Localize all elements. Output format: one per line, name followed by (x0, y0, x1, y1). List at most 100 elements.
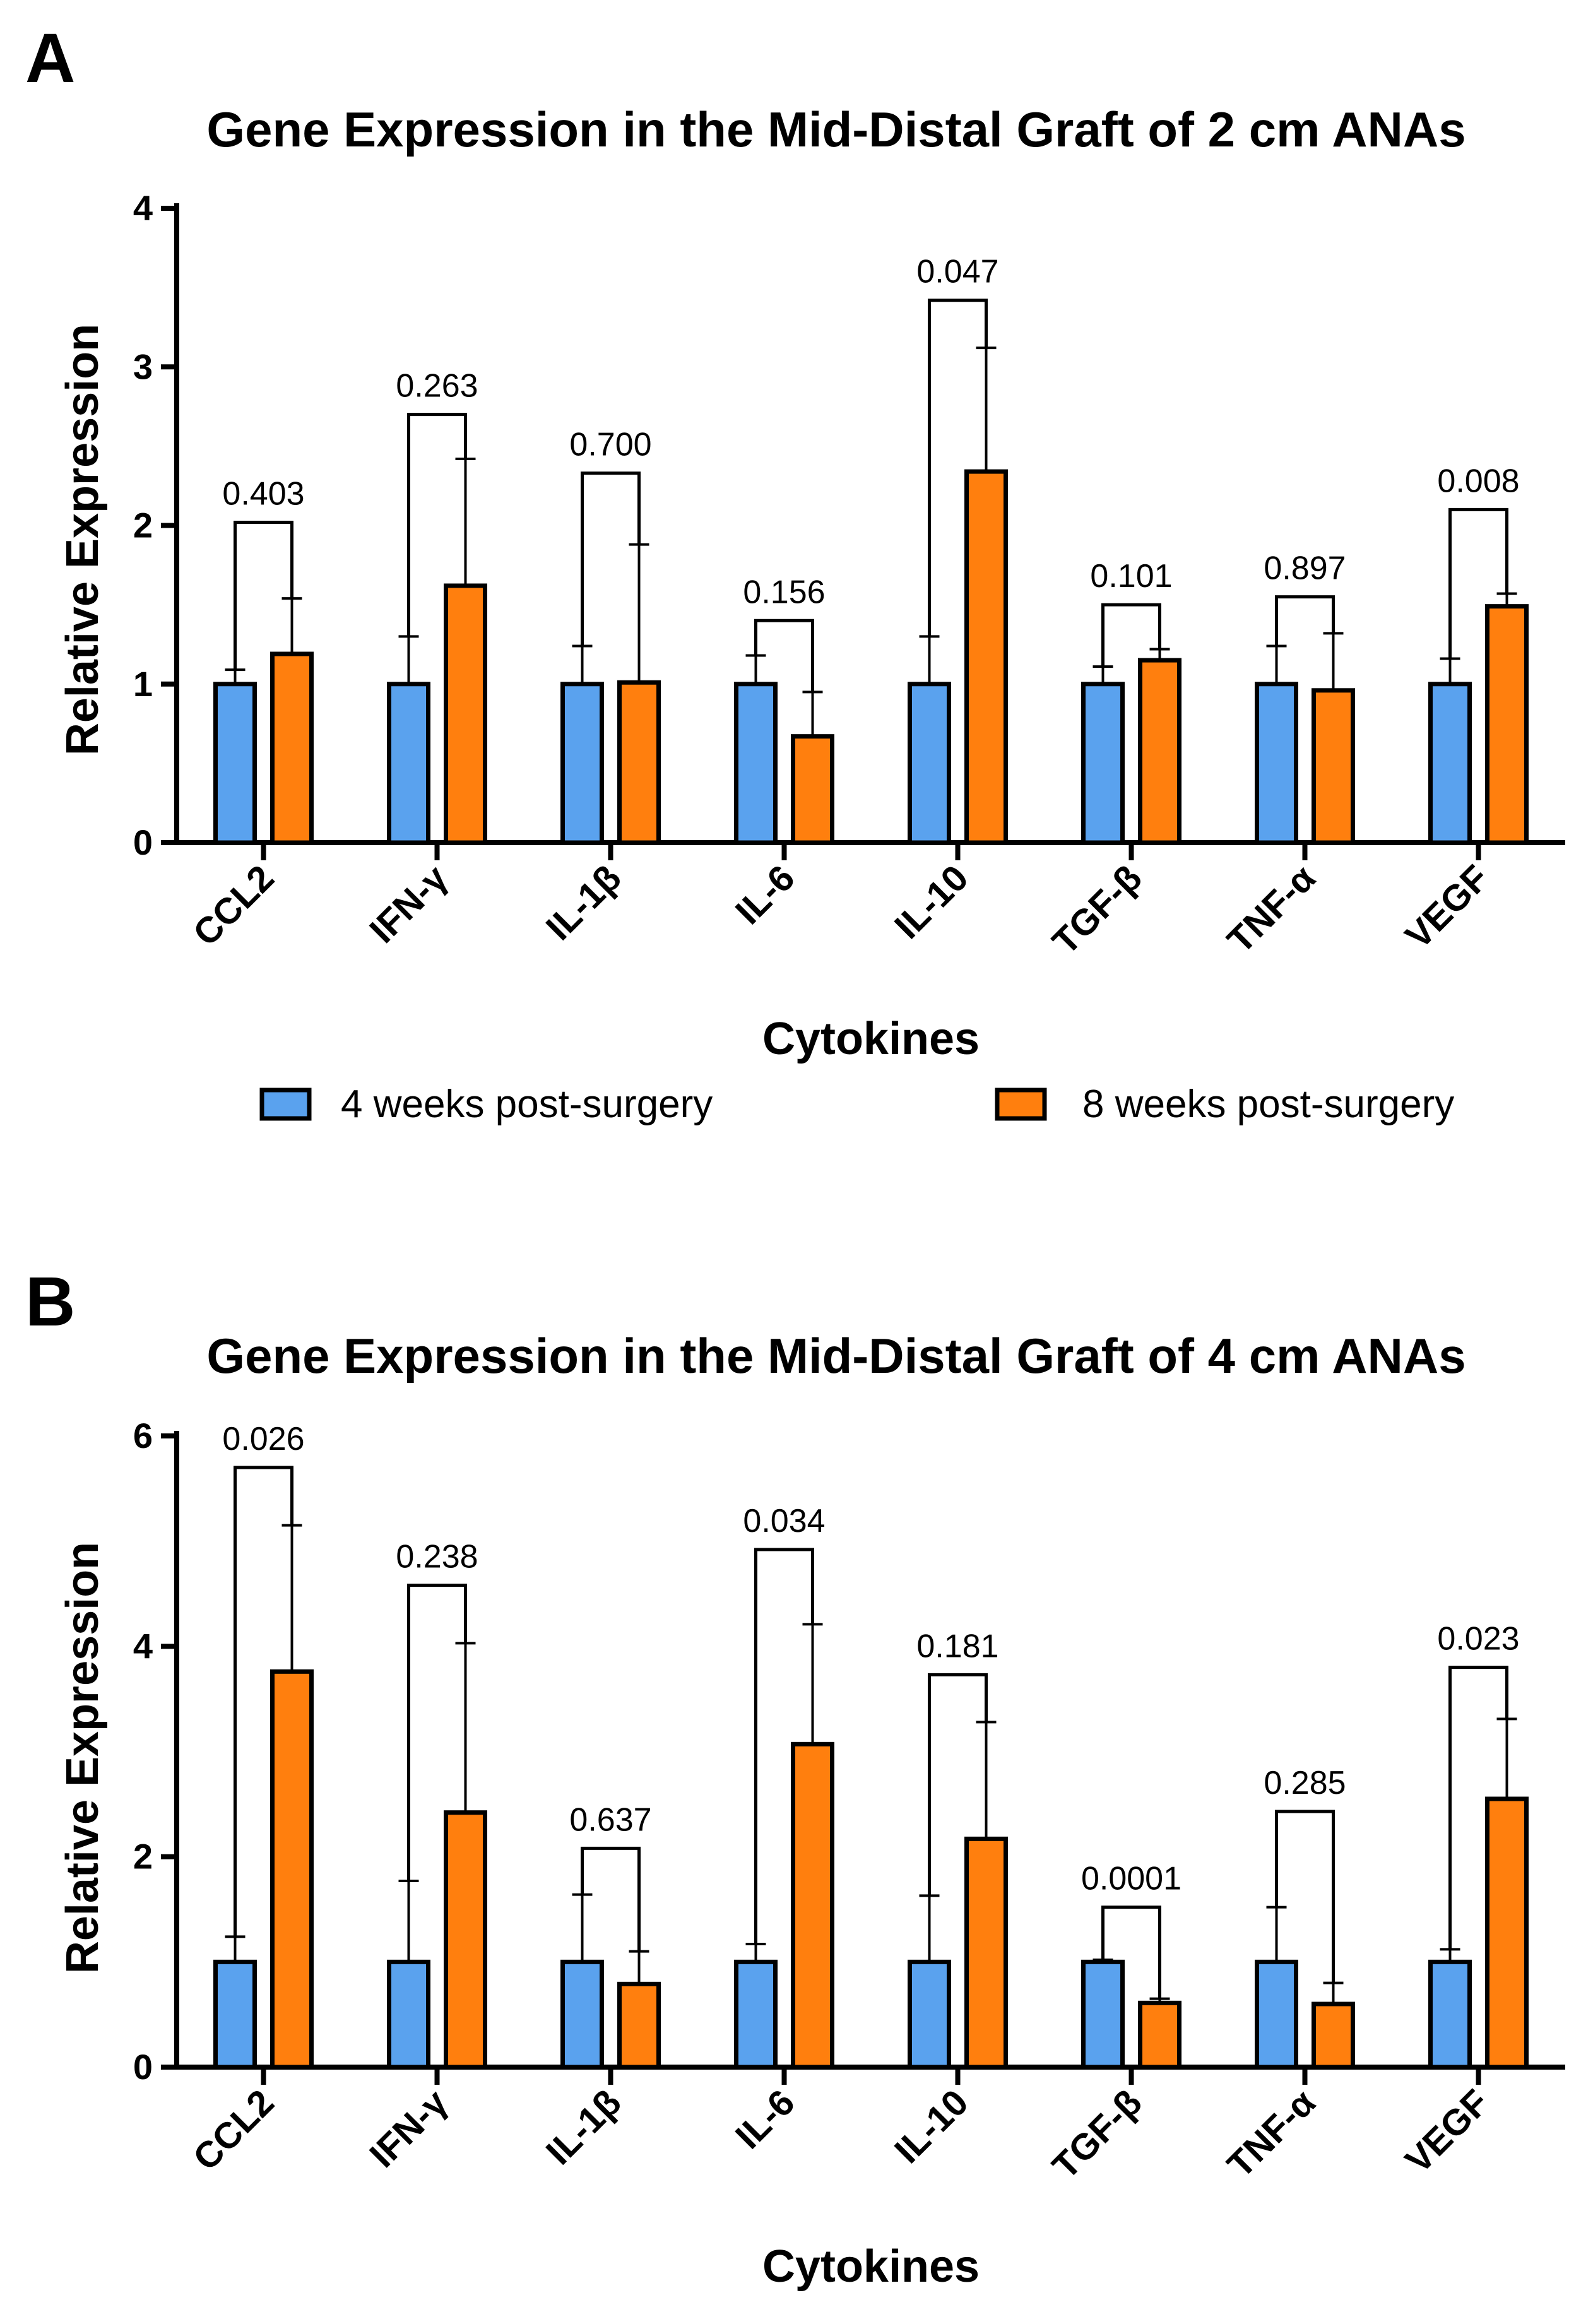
panel-a-bracket-vegf (1448, 507, 1508, 659)
panel-a-bar-8wk-vegf (1485, 604, 1529, 845)
panel-a-bar-8wk-ccl2 (270, 651, 314, 845)
legend: 4 weeks post-surgery 8 weeks post-surger… (259, 1082, 1454, 1126)
panel-a-y-tick-label: 3 (133, 347, 153, 386)
panel-a-y-tick-label: 0 (133, 822, 153, 862)
panel-a-x-tick-label-il-6: IL-6 (728, 857, 803, 932)
panel-b-p-value-vegf: 0.023 (1437, 1621, 1519, 1657)
panel-b-x-tick-label-il-6: IL-6 (728, 2082, 803, 2157)
panel-a-y-tick-label: 1 (133, 664, 153, 704)
panel-a-bracket-il-10 (928, 299, 988, 637)
panel-a-x-tick-label-tgf-beta: TGF-β (1045, 857, 1150, 963)
panel-b-bar-4wk-il-6 (734, 1959, 778, 2070)
panel-b-x-tick-label-ifn-gamma: IFN-γ (362, 2082, 456, 2176)
panel-a-x-axis-label: Cytokines (762, 1014, 980, 1064)
panel-a-x-tick-label-il-1beta: IL-1β (538, 857, 629, 948)
panel-b-bar-4wk-tnf-alpha (1255, 1959, 1298, 2070)
panel-b-y-tick-label: 6 (133, 1416, 153, 1455)
panel-a-bar-8wk-tnf-alpha (1312, 688, 1355, 845)
panel-a-p-value-ifn-gamma: 0.263 (396, 368, 478, 405)
panel-a-bracket-tnf-alpha (1275, 595, 1335, 646)
panel-b-x-tick-label-tgf-beta: TGF-β (1045, 2082, 1150, 2187)
panel-a-bracket-tgf-beta (1101, 603, 1161, 667)
panel-b-p-value-il-10: 0.181 (916, 1628, 998, 1664)
panel-b-bracket-ccl2 (234, 1466, 293, 1937)
panel-b-bar-4wk-tgf-beta (1081, 1959, 1125, 2070)
panel-a-letter: A (25, 20, 75, 97)
panel-a-bar-4wk-vegf (1428, 682, 1472, 845)
panel-b-bar-8wk-il-1beta (617, 1981, 661, 2070)
panel-b-x-tick-label-ccl2: CCL2 (186, 2082, 282, 2178)
panel-a-p-value-il-1beta: 0.700 (569, 427, 651, 463)
panel-a-p-value-tgf-beta: 0.101 (1090, 558, 1172, 595)
panel-a-bar-4wk-ccl2 (213, 682, 257, 845)
panel-b-bar-8wk-ifn-gamma (444, 1810, 487, 2070)
panel-b-bracket-ifn-gamma (407, 1584, 467, 1881)
panel-a-y-tick-label: 2 (133, 506, 153, 545)
panel-b-bracket-tgf-beta (1101, 1906, 1161, 1999)
panel-b-bar-4wk-il-10 (908, 1959, 951, 2070)
panel-b-x-axis-label: Cytokines (762, 2241, 980, 2292)
panel-b-bar-8wk-il-10 (964, 1836, 1008, 2070)
panel-a-p-value-tnf-alpha: 0.897 (1264, 550, 1346, 587)
panel-b-x-tick-label-tnf-alpha: TNF-α (1219, 2082, 1324, 2186)
panel-a-bar-8wk-il-10 (964, 469, 1008, 845)
panel-a-x-tick-label-il-10: IL-10 (887, 857, 976, 947)
panel-b-x-tick-label-vegf: VEGF (1397, 2082, 1497, 2181)
panel-b-title: Gene Expression in the Mid-Distal Graft … (206, 1328, 1466, 1384)
panel-b-bar-4wk-vegf (1428, 1959, 1472, 2070)
panel-a-x-tick-label-tnf-alpha: TNF-α (1219, 857, 1324, 961)
panel-a-bar-8wk-il-6 (791, 734, 834, 845)
panel-a-title: Gene Expression in the Mid-Distal Graft … (206, 102, 1466, 157)
panel-a-bracket-ifn-gamma (407, 413, 467, 637)
panel-a-x-tick-label-vegf: VEGF (1397, 857, 1497, 957)
panel-a-bar-4wk-il-1beta (560, 682, 604, 845)
panel-b-chart: 0 2 4 6 CCL2 0.026 IFN-γ 0.238 IL-1β 0.637 IL-6 0.0… (133, 1416, 1565, 2187)
panel-a-p-value-ccl2: 0.403 (222, 475, 304, 512)
legend-label-8-weeks: 8 weeks post-surgery (1082, 1082, 1454, 1126)
panel-a-bracket-ccl2 (234, 520, 293, 670)
panel-b-bar-8wk-ccl2 (270, 1669, 314, 2070)
panel-b-bar-8wk-il-6 (791, 1741, 834, 2070)
panel-a-p-value-vegf: 0.008 (1437, 463, 1519, 499)
panel-b-x-tick-label-il-1beta: IL-1β (538, 2082, 629, 2173)
panel-b-bar-8wk-tgf-beta (1138, 2000, 1181, 2070)
panel-b-y-tick-label: 2 (133, 1837, 153, 1876)
panel-b-bracket-tnf-alpha (1275, 1810, 1335, 1983)
panel-a-bracket-il-1beta (581, 471, 641, 646)
panel-b-bar-4wk-ifn-gamma (387, 1959, 430, 2070)
panel-b-y-tick-label: 0 (133, 2047, 153, 2087)
panel-a-y-axis-label: Relative Expression (57, 324, 108, 756)
panel-a-bar-8wk-il-1beta (617, 680, 661, 845)
legend-label-4-weeks: 4 weeks post-surgery (341, 1082, 713, 1126)
panel-b-p-value-ifn-gamma: 0.238 (396, 1539, 478, 1575)
panel-b-x-tick-label-il-10: IL-10 (887, 2082, 976, 2171)
legend-swatch-8-weeks (995, 1088, 1047, 1121)
panel-a-bar-8wk-ifn-gamma (444, 583, 487, 845)
panel-a-bar-4wk-tgf-beta (1081, 682, 1125, 845)
panel-b-bar-8wk-vegf (1485, 1796, 1529, 2070)
panel-a-bar-4wk-il-10 (908, 682, 951, 845)
panel-b-bracket-il-6 (754, 1548, 814, 1944)
panel-b-p-value-il-1beta: 0.637 (569, 1801, 651, 1838)
panel-b-bar-4wk-il-1beta (560, 1959, 604, 2070)
panel-a-x-tick-label-ccl2: CCL2 (186, 857, 282, 954)
panel-b-letter: B (25, 1263, 75, 1341)
panel-b-bracket-il-10 (928, 1673, 988, 1896)
panel-b-bracket-il-1beta (581, 1846, 641, 1952)
legend-swatch-4-weeks (259, 1088, 312, 1121)
panel-a-p-value-il-10: 0.047 (916, 254, 998, 290)
panel-a-y-tick-label: 4 (133, 188, 153, 228)
panel-b-y-tick-label: 4 (133, 1626, 153, 1666)
panel-a-bar-4wk-il-6 (734, 682, 778, 845)
panel-b-p-value-tnf-alpha: 0.285 (1264, 1765, 1346, 1801)
panel-b-p-value-ccl2: 0.026 (222, 1421, 304, 1457)
panel-a-chart: 0 1 2 3 4 CCL2 0.403 IFN-γ 0.263 IL-1β 0.700 IL-6 0.… (133, 188, 1565, 963)
panel-b-bar-4wk-ccl2 (213, 1959, 257, 2070)
panel-a-x-tick-label-ifn-gamma: IFN-γ (362, 857, 456, 951)
panel-a-bar-4wk-tnf-alpha (1255, 682, 1298, 845)
panel-b-p-value-il-6: 0.034 (743, 1503, 825, 1539)
panel-a-bar-4wk-ifn-gamma (387, 682, 430, 845)
panel-b-bracket-vegf (1448, 1666, 1508, 1950)
panel-a-p-value-il-6: 0.156 (743, 574, 825, 610)
